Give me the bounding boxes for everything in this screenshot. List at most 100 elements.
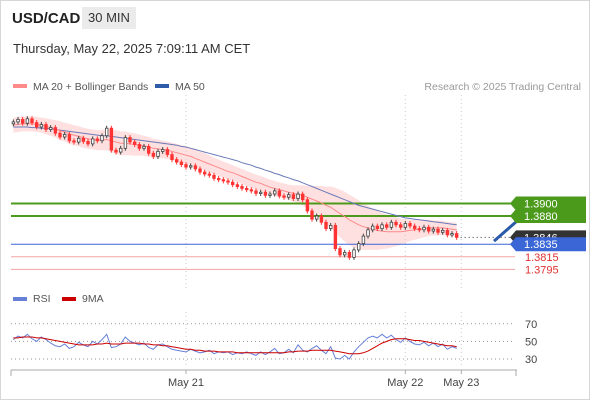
candle (142, 145, 146, 149)
rsi-ma-line (13, 336, 457, 355)
candle (310, 210, 314, 220)
candle (198, 168, 202, 173)
candle (352, 249, 356, 258)
candle (319, 215, 324, 223)
candle (417, 228, 422, 231)
candle (170, 154, 174, 161)
candle (207, 173, 212, 176)
candle (431, 228, 436, 232)
level-label: 1.3880 (524, 211, 558, 223)
candle (258, 191, 263, 194)
rsi-tick-label: 70 (525, 319, 537, 331)
level-label-bg (510, 237, 586, 252)
legend-label-ma20: MA 20 + Bollinger Bands (33, 81, 148, 93)
candle (338, 248, 342, 256)
candle (53, 127, 58, 134)
candle (272, 190, 277, 195)
candle (184, 164, 188, 168)
candle (16, 119, 20, 123)
legend-swatch-ma50 (155, 84, 169, 88)
candle (188, 165, 193, 168)
candle (119, 147, 123, 153)
candle (105, 127, 109, 137)
candle (394, 221, 398, 226)
candle (240, 186, 244, 189)
candle (422, 226, 426, 231)
candle (436, 228, 440, 233)
candle (216, 177, 221, 181)
copyright-text: Research © 2025 Trading Central (424, 81, 581, 93)
legend-layer: MA 20 + Bollinger Bands MA 50 Research © 2… (13, 81, 581, 93)
candle (403, 223, 408, 228)
candle (95, 138, 100, 142)
candle (445, 229, 450, 236)
candle (361, 235, 366, 245)
candle (333, 224, 338, 249)
grid-layer (185, 95, 462, 290)
time-axis: May 21 May 22 May 23 (10, 369, 517, 389)
candle (156, 150, 160, 157)
rsi-line (13, 333, 457, 360)
candle (380, 224, 384, 230)
candle (347, 251, 352, 258)
candle (328, 224, 333, 229)
candle (384, 224, 389, 228)
candle (454, 233, 459, 238)
level-label-bg (510, 196, 586, 211)
candle (221, 179, 226, 182)
candle (77, 137, 81, 143)
candle (160, 149, 165, 152)
time-axis-label: May 21 (168, 377, 204, 389)
legend-label-ma50: MA 50 (175, 81, 205, 93)
symbol-title: USD/CAD (12, 10, 81, 27)
ma20-line (13, 123, 457, 233)
rsi-tick-label: 30 (525, 354, 537, 366)
candle (128, 137, 132, 143)
candle (440, 229, 445, 233)
candle (408, 223, 412, 227)
candle (342, 251, 347, 256)
candle (291, 194, 296, 199)
candle (137, 144, 142, 149)
candle (30, 118, 34, 124)
candle (426, 226, 431, 232)
candle (212, 174, 216, 179)
candle (67, 134, 72, 142)
candle (370, 225, 375, 231)
candle (366, 229, 370, 237)
candle (314, 215, 319, 220)
time-axis-label: May 22 (387, 377, 423, 389)
candle (81, 137, 86, 142)
candle (277, 190, 282, 197)
candle (20, 119, 25, 124)
candle (91, 138, 95, 145)
candle (49, 127, 53, 130)
candle (324, 221, 328, 230)
candle (39, 124, 44, 128)
candle (58, 132, 62, 138)
candle (63, 134, 67, 138)
candle (296, 193, 300, 199)
candle (123, 137, 128, 149)
candle (174, 159, 179, 163)
candlestick-layer (11, 116, 459, 260)
candle (193, 165, 198, 170)
candle (254, 190, 258, 194)
candle (268, 193, 272, 196)
ma50-line (13, 126, 457, 226)
timeframe-badge[interactable]: 30 MIN (82, 7, 136, 29)
candle (226, 180, 230, 183)
candle (179, 161, 184, 166)
candle (114, 149, 118, 153)
moving-average-layer (13, 123, 457, 233)
candle (375, 225, 380, 230)
candle (11, 121, 16, 125)
rsi-tick-label: 50 (525, 336, 537, 348)
candle (100, 135, 104, 142)
candle (165, 149, 170, 155)
candle (109, 127, 114, 151)
datetime-label: Thursday, May 22, 2025 7:09:11 AM CET (13, 41, 251, 56)
candle (235, 184, 240, 187)
